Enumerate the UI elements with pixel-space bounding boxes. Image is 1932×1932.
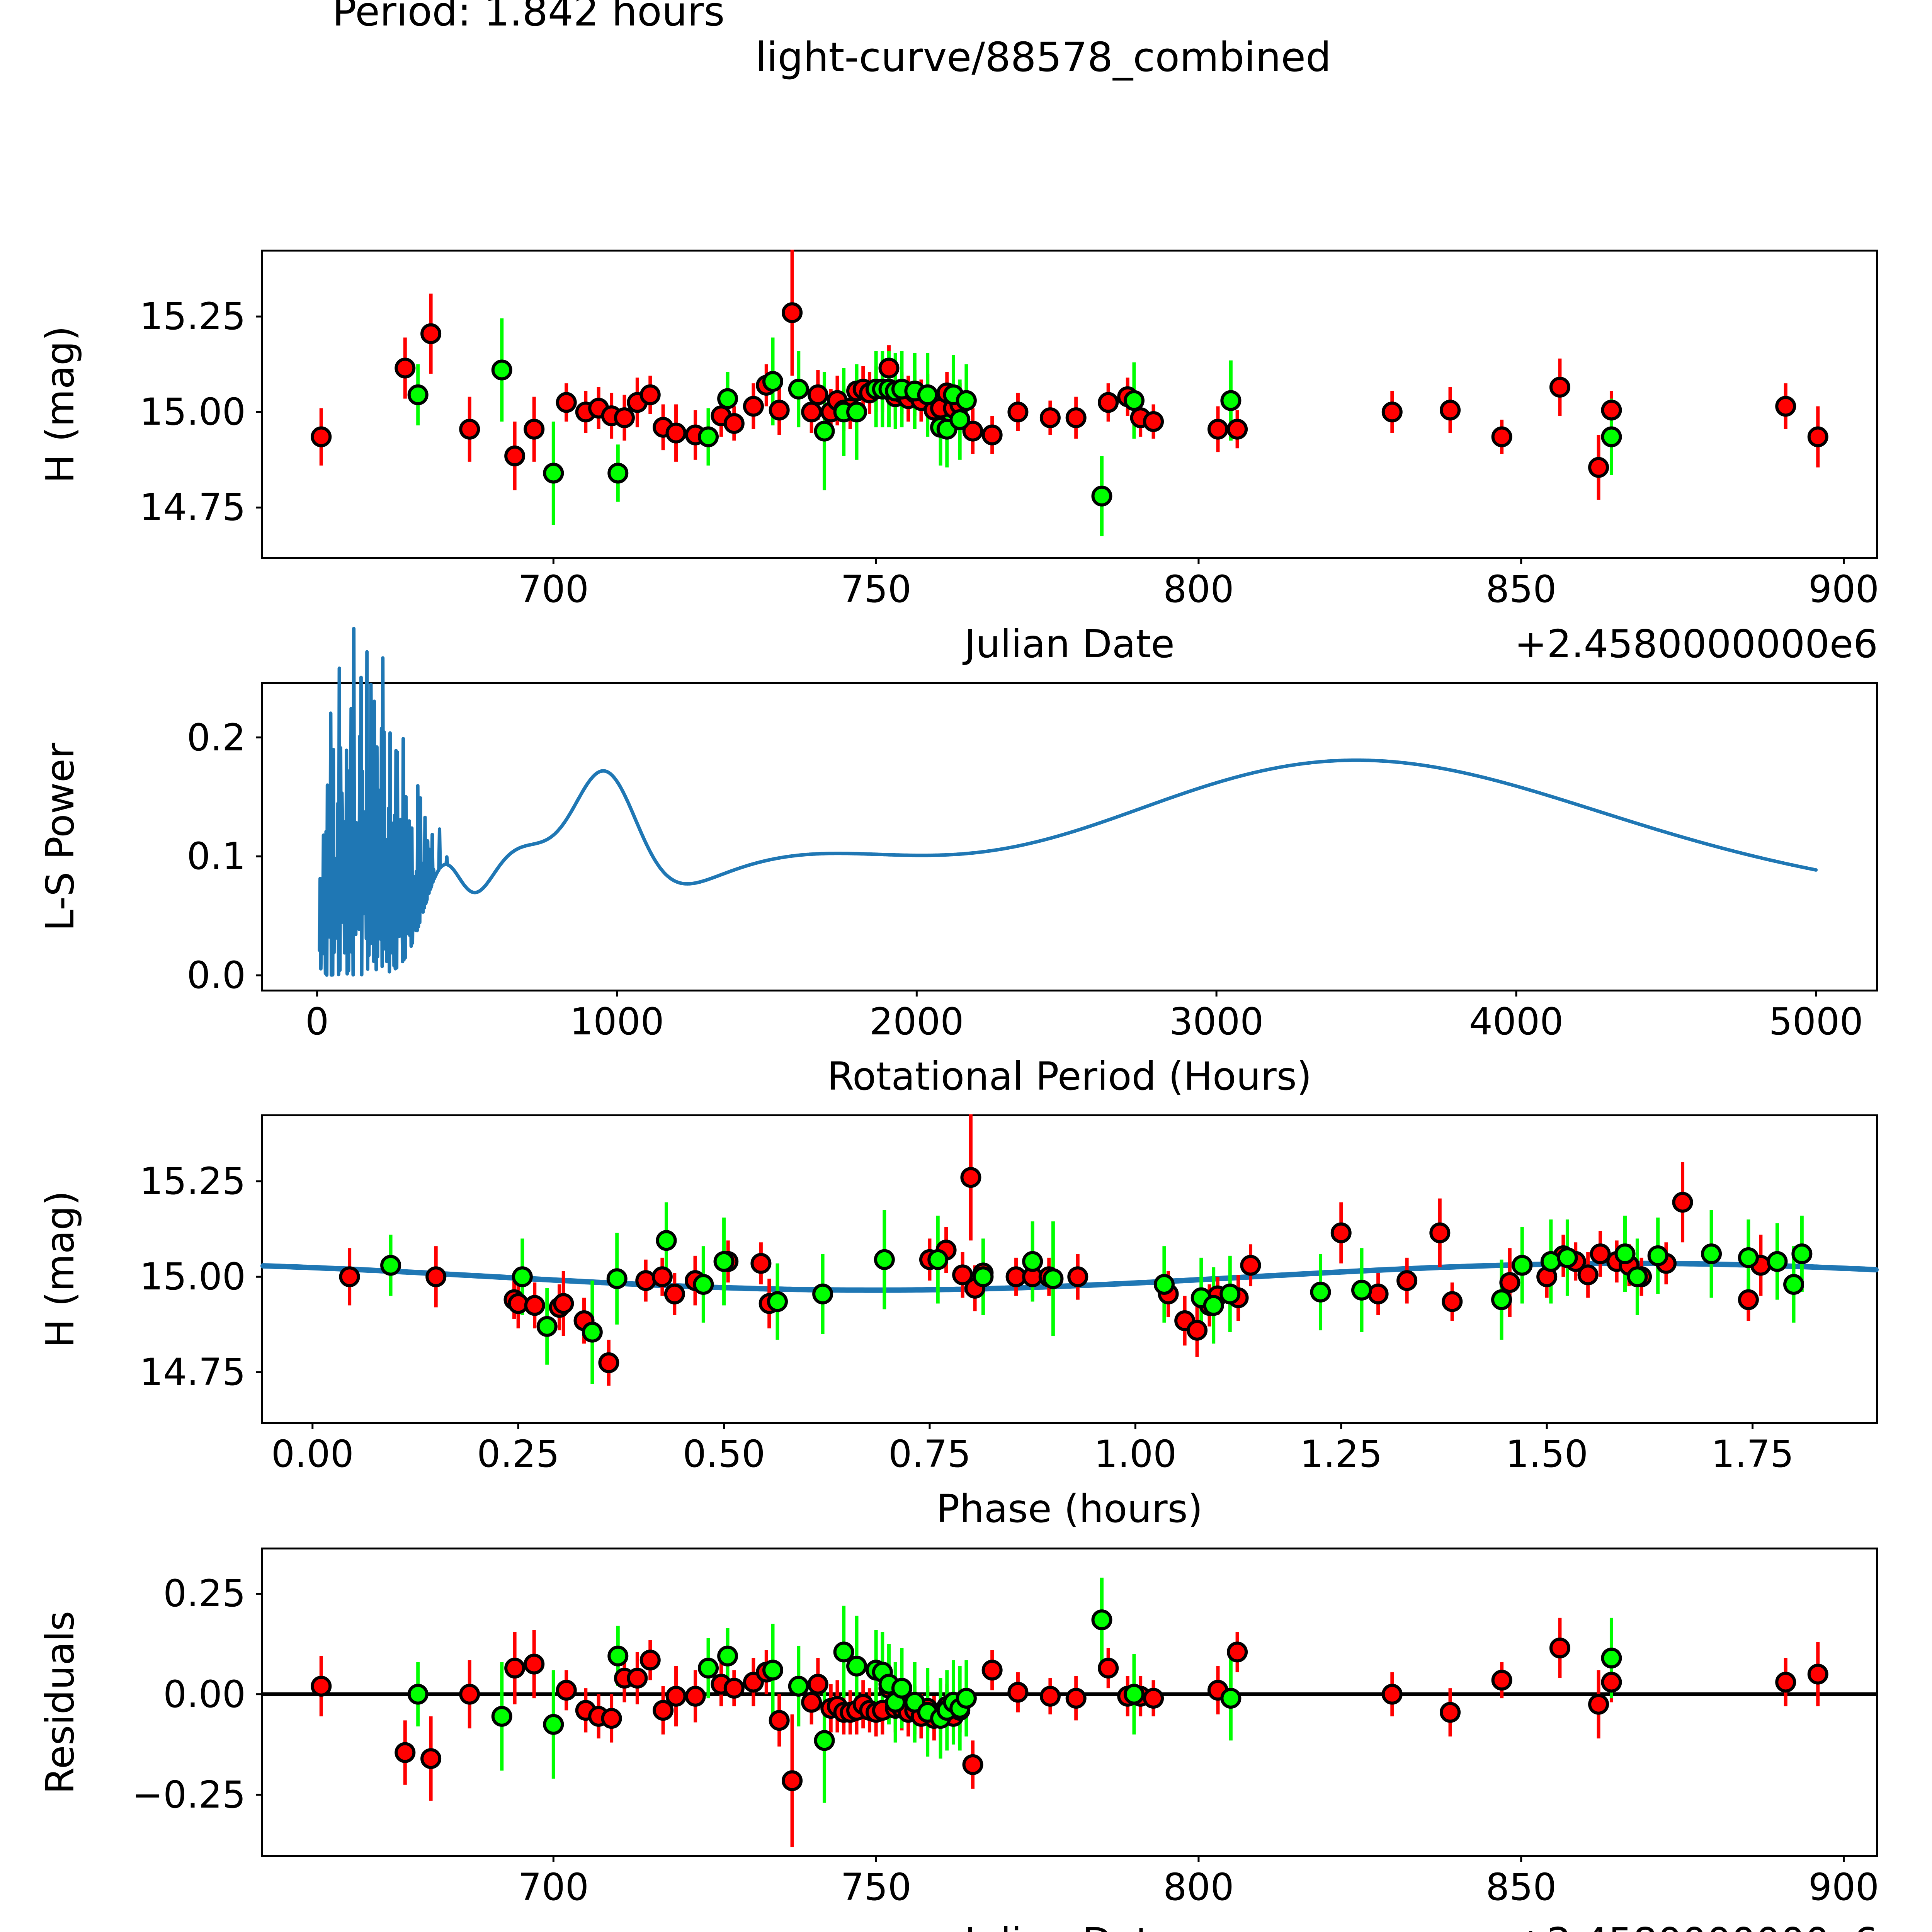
x-axis-label: Julian Date bbox=[964, 1923, 1175, 1932]
errorbar-group-red bbox=[319, 1617, 1820, 1847]
x-axis-offset-label: +2.4580000000e6 bbox=[1514, 621, 1878, 667]
x-tick-label: 1.75 bbox=[1711, 1432, 1794, 1476]
y-tick-label: 14.75 bbox=[139, 486, 246, 529]
raw-light-curve-plot bbox=[256, 250, 1845, 564]
y-tick-label: 15.00 bbox=[139, 1255, 246, 1299]
x-tick-label: 1.25 bbox=[1299, 1432, 1383, 1476]
panel-phase-folded bbox=[256, 1114, 1879, 1429]
x-tick-label: 0 bbox=[305, 1000, 329, 1043]
x-tick-label: 850 bbox=[1486, 1866, 1557, 1909]
x-tick-label: 2000 bbox=[869, 1000, 964, 1043]
marker-group-green bbox=[380, 1230, 1813, 1343]
y-axis-label: H (mag) bbox=[37, 325, 83, 483]
x-tick-label: 900 bbox=[1808, 568, 1879, 611]
x-tick-label: 0.75 bbox=[888, 1432, 971, 1476]
marker-group-green bbox=[407, 1609, 1622, 1751]
x-axis-label: Phase (hours) bbox=[936, 1486, 1203, 1531]
panel-raw-light-curve bbox=[256, 250, 1878, 564]
y-tick-label: 0.2 bbox=[187, 716, 246, 759]
x-axis-label: Julian Date bbox=[964, 621, 1175, 667]
period-annotation: Period: 1.842 hours bbox=[332, 0, 725, 35]
marker-group-green bbox=[407, 359, 1622, 507]
y-tick-label: 0.1 bbox=[187, 835, 246, 878]
x-tick-label: 0.50 bbox=[682, 1432, 765, 1476]
x-tick-label: 700 bbox=[518, 568, 589, 611]
y-axis-label: H (mag) bbox=[37, 1190, 83, 1348]
x-tick-label: 4000 bbox=[1469, 1000, 1564, 1043]
marker-group-red bbox=[311, 1637, 1828, 1791]
x-tick-label: 850 bbox=[1486, 568, 1557, 611]
y-tick-label: −0.25 bbox=[132, 1773, 246, 1816]
residuals-plot bbox=[256, 1577, 1876, 1862]
x-axis-offset-label: +2.4580000000e6 bbox=[1514, 1923, 1878, 1932]
x-tick-label: 0.00 bbox=[271, 1432, 354, 1476]
y-axis-label: L-S Power bbox=[37, 742, 83, 931]
y-tick-label: 15.00 bbox=[139, 390, 246, 434]
y-tick-label: 15.25 bbox=[139, 1160, 246, 1203]
x-tick-label: 700 bbox=[518, 1866, 589, 1909]
y-tick-label: 0.0 bbox=[187, 954, 246, 997]
y-axis-label: Residuals bbox=[37, 1611, 83, 1794]
errorbar-group-red bbox=[348, 1114, 1763, 1386]
x-axis-label: Rotational Period (Hours) bbox=[827, 1054, 1312, 1099]
y-tick-label: 0.25 bbox=[163, 1572, 246, 1616]
periodogram-plot bbox=[256, 627, 1818, 997]
y-tick-label: 15.25 bbox=[139, 295, 246, 338]
x-tick-label: 800 bbox=[1163, 1866, 1234, 1909]
y-tick-label: 14.75 bbox=[139, 1350, 246, 1394]
panel-periodogram bbox=[256, 627, 1878, 997]
x-tick-label: 900 bbox=[1808, 1866, 1879, 1909]
x-tick-label: 750 bbox=[840, 568, 912, 611]
x-tick-label: 3000 bbox=[1169, 1000, 1264, 1043]
x-tick-label: 5000 bbox=[1769, 1000, 1863, 1043]
x-tick-label: 750 bbox=[840, 1866, 912, 1909]
x-tick-label: 1.50 bbox=[1505, 1432, 1588, 1476]
phase-folded-plot bbox=[256, 1114, 1879, 1429]
panel-residuals bbox=[256, 1548, 1878, 1862]
x-tick-label: 1000 bbox=[570, 1000, 664, 1043]
figure-title: light-curve/88578_combined bbox=[755, 34, 1332, 81]
y-tick-label: 0.00 bbox=[163, 1672, 246, 1716]
x-tick-label: 0.25 bbox=[477, 1432, 560, 1476]
x-tick-label: 1.00 bbox=[1094, 1432, 1177, 1476]
x-tick-label: 800 bbox=[1163, 568, 1234, 611]
